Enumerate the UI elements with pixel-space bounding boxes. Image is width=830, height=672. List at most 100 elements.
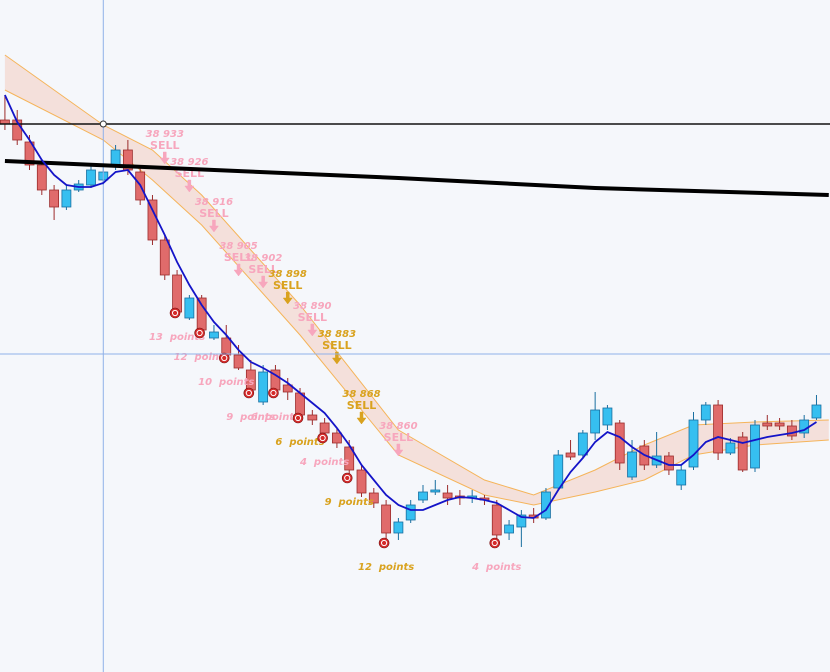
exit-icon [292, 412, 304, 424]
signal-arrow [233, 263, 244, 277]
signal-side: SELL [273, 279, 302, 292]
signal-side: SELL [199, 207, 228, 220]
candle-body [209, 331, 219, 339]
candle-layer [0, 95, 822, 547]
signal-price: 38 905 [219, 241, 257, 252]
exit-icon [489, 537, 501, 549]
signal-price: 38 890 [293, 301, 331, 312]
candle-body [344, 446, 355, 471]
signal-arrow [184, 179, 195, 193]
candle-body [184, 297, 195, 319]
exit-label: 4 points [299, 457, 349, 468]
exit-icon [317, 432, 328, 444]
candle-body [24, 141, 35, 166]
exit-icon-ring [270, 389, 277, 397]
exit-icon [378, 537, 390, 549]
candle-body [381, 504, 392, 534]
level-handle [99, 120, 107, 128]
exit-icon-ring [171, 309, 179, 317]
signal-side: SELL [150, 139, 179, 152]
signal-arrow [208, 219, 219, 233]
signal-price: 38 926 [170, 157, 208, 168]
signal-side: SELL [298, 311, 327, 324]
candle-body [196, 297, 207, 331]
candle-body [368, 492, 379, 504]
candle-body [442, 492, 453, 499]
candle-body [332, 432, 342, 444]
candle-body [700, 404, 711, 421]
candle-body [590, 409, 601, 434]
signal-arrow [159, 151, 170, 165]
candle-body [110, 149, 121, 166]
exit-icon [194, 327, 205, 339]
exit-icon-ring [294, 414, 302, 422]
signal-side: SELL [347, 399, 376, 412]
exit-icon-ring [491, 539, 498, 547]
candle-body [676, 469, 687, 486]
candle-body [786, 425, 797, 437]
signal-arrow [282, 291, 293, 305]
candle-body [774, 422, 785, 427]
signal-price: 38 933 [146, 129, 184, 140]
signal-side: SELL [384, 431, 413, 444]
exit-icon [218, 352, 230, 364]
signal-side: SELL [322, 339, 351, 352]
candle-body [356, 469, 367, 494]
candle-body [725, 442, 736, 454]
exit-label: 13 points [149, 332, 205, 343]
trend-line [4, 159, 829, 197]
signal-price: 38 860 [379, 421, 417, 432]
signal-side: SELL [224, 251, 253, 264]
candle-body [811, 404, 822, 419]
ma-line [4, 94, 817, 519]
signal-side: SELL [248, 263, 277, 276]
candle-body [319, 422, 330, 434]
signal-arrow [331, 351, 342, 365]
signal-price: 38 902 [244, 253, 282, 264]
exit-icon [268, 387, 279, 399]
exit-icon-ring [196, 329, 203, 337]
signal-price: 38 898 [269, 269, 307, 280]
exit-label: 10 points [198, 377, 254, 388]
signal-price: 38 916 [195, 197, 233, 208]
candle-body [737, 436, 748, 471]
candle-body [393, 521, 404, 534]
candle-body [688, 419, 699, 468]
candle-body [614, 422, 625, 464]
exit-icon-ring [319, 434, 326, 442]
signal-arrow [307, 323, 318, 337]
exit-icon [243, 387, 255, 399]
exit-icon-ring [344, 474, 351, 482]
exit-icon-ring [381, 539, 388, 547]
exit-label: 4 points [471, 562, 521, 573]
candle-body [172, 274, 182, 313]
candle-body [418, 491, 428, 501]
candle-body [541, 491, 551, 519]
signal-arrow [356, 411, 367, 425]
candle-body [553, 454, 564, 489]
exit-label: 12 points [358, 562, 414, 573]
candle-body [491, 504, 502, 536]
candle-body [627, 451, 637, 478]
candle-body [36, 164, 47, 191]
candle-body [602, 407, 613, 426]
signal-price: 38 868 [342, 389, 380, 400]
candle-body [516, 514, 527, 528]
candle-body [86, 169, 96, 186]
candle-body [282, 384, 293, 393]
candle-body [504, 524, 514, 534]
exit-label: 9 points [325, 497, 374, 508]
candle-body [577, 432, 588, 456]
signal-price: 38 883 [318, 329, 356, 340]
candle-body [49, 189, 60, 208]
signal-arrow [393, 443, 404, 457]
candle-body [565, 452, 576, 458]
candle-body [159, 239, 170, 276]
candle-body [430, 489, 441, 493]
exit-label: 9 points [226, 412, 275, 423]
exit-icon-ring [221, 354, 228, 362]
